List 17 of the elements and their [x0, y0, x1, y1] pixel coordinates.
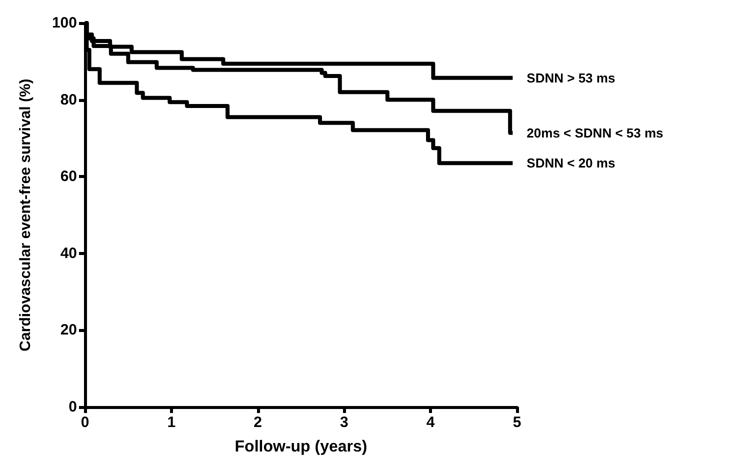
x-tick-label: 1 — [167, 414, 176, 431]
series-label: SDNN > 53 ms — [526, 70, 616, 86]
series-label: 20ms < SDNN < 53 ms — [526, 125, 664, 140]
y-tick-label: 100 — [52, 14, 77, 32]
x-tick-label: 2 — [254, 414, 262, 431]
x-tick-label: 5 — [512, 414, 522, 431]
x-tick-label: 4 — [426, 414, 436, 431]
x-axis-title: Follow-up (years) — [234, 438, 368, 456]
y-tick-label: 80 — [60, 91, 77, 108]
y-axis-title: Cardiovascular event-free survival (%) — [17, 78, 34, 352]
x-tick-label: 0 — [80, 414, 90, 431]
y-tick-label: 60 — [60, 168, 77, 186]
series-label: SDNN < 20 ms — [526, 156, 616, 171]
y-tick-label: 20 — [60, 322, 77, 339]
y-tick-label: 0 — [68, 398, 77, 416]
y-tick-label: 40 — [60, 244, 77, 262]
x-tick-label: 3 — [340, 414, 348, 431]
